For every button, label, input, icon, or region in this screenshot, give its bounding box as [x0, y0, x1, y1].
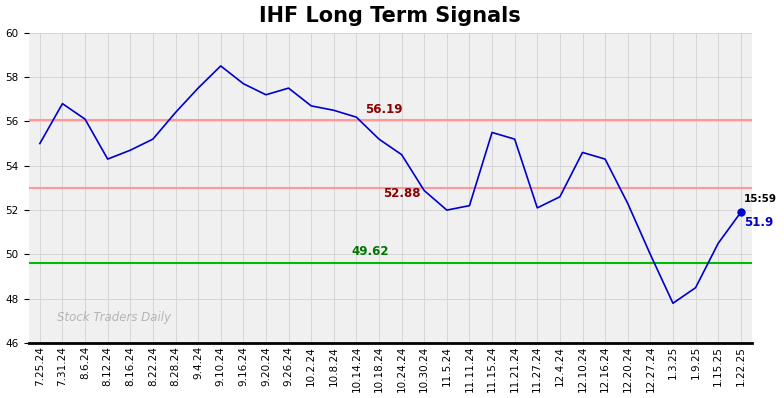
Point: [735, 209, 747, 215]
Text: 49.62: 49.62: [352, 245, 390, 258]
Title: IHF Long Term Signals: IHF Long Term Signals: [260, 6, 521, 25]
Text: 52.88: 52.88: [383, 187, 421, 200]
Text: Stock Traders Daily: Stock Traders Daily: [57, 311, 172, 324]
Text: 56.19: 56.19: [365, 103, 403, 116]
Text: 15:59: 15:59: [744, 194, 777, 204]
Text: 51.9: 51.9: [744, 216, 774, 228]
